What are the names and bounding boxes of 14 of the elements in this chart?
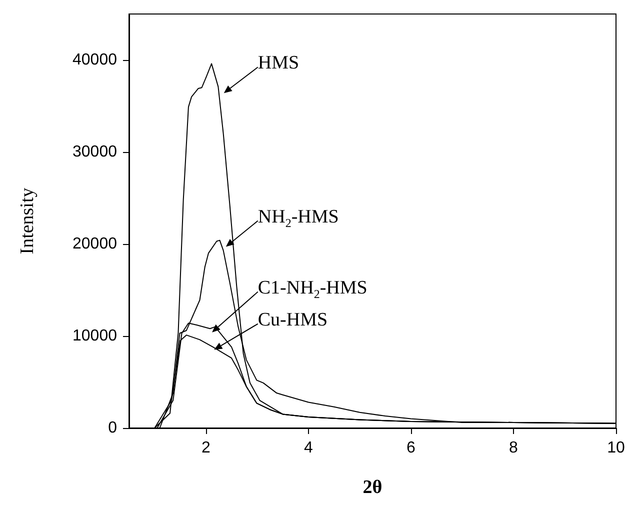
y-tick-label: 30000 (72, 144, 118, 160)
x-tick-label: 4 (304, 440, 313, 456)
y-tick-label: 0 (108, 420, 118, 436)
annotation: Cu-HMS (258, 309, 328, 330)
y-axis-title: Intensity (17, 187, 38, 254)
y-tick-label: 40000 (72, 52, 118, 68)
x-tick-label: 10 (607, 440, 625, 456)
y-tick-label: 10000 (72, 328, 118, 344)
x-tick-label: 6 (406, 440, 416, 456)
annotation: HMS (258, 52, 300, 74)
x-tick-label: 8 (509, 440, 518, 456)
x-tick-label: 2 (201, 440, 210, 456)
x-axis-title: 2θ (362, 477, 382, 498)
y-tick-label: 20000 (72, 236, 118, 252)
